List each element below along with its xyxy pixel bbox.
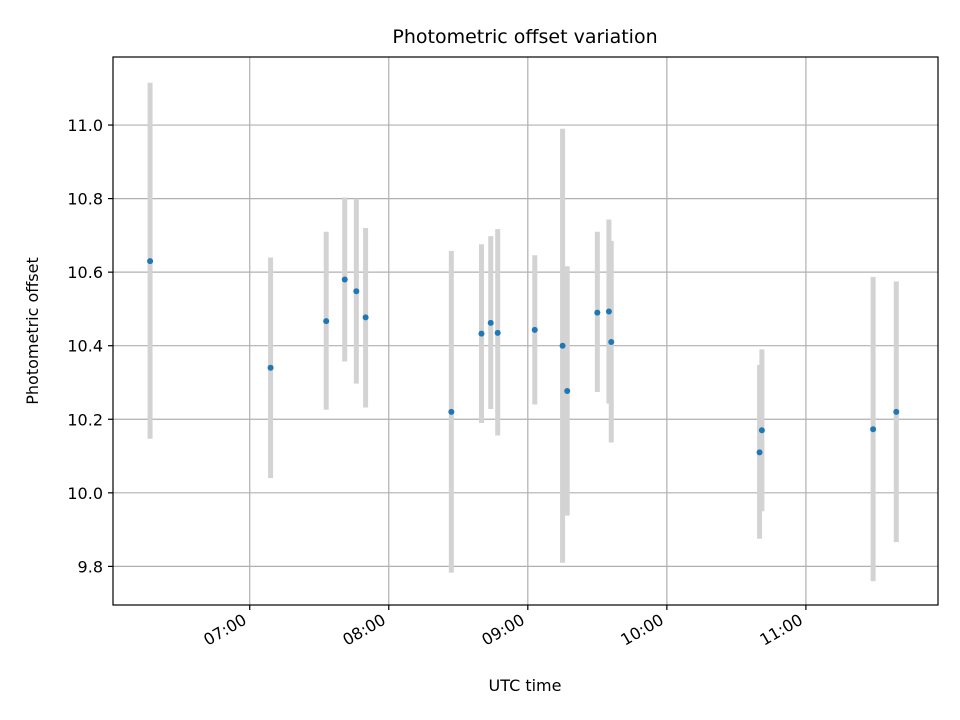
data-point	[267, 364, 274, 371]
y-tick-label: 10.2	[67, 410, 103, 429]
y-tick-label: 10.6	[67, 263, 103, 282]
x-tick-label: 08:00	[339, 610, 388, 650]
x-tick-label: 11:00	[756, 610, 805, 650]
x-axis: 07:00 08:00 09:00 10:00 11:00	[200, 605, 807, 650]
y-tick-label: 10.4	[67, 337, 103, 356]
chart-title: Photometric offset variation	[392, 26, 657, 48]
data-point	[448, 408, 455, 415]
data-point	[487, 319, 494, 326]
x-axis-label: UTC time	[489, 676, 562, 695]
y-tick-label: 10.0	[67, 484, 103, 503]
data-point	[494, 329, 501, 336]
data-point	[758, 427, 765, 434]
data-point	[478, 330, 485, 337]
x-tick-label: 10:00	[617, 610, 666, 650]
data-point	[531, 326, 538, 333]
y-tick-label: 11.0	[67, 116, 103, 135]
x-tick-label: 09:00	[478, 610, 527, 650]
data-point	[559, 342, 566, 349]
data-point	[147, 258, 154, 265]
data-point	[362, 314, 369, 321]
data-point	[608, 339, 615, 346]
data-points	[147, 258, 900, 456]
data-point	[594, 309, 601, 316]
data-point	[341, 276, 348, 283]
plot-area-frame	[112, 56, 939, 606]
data-point	[893, 408, 900, 415]
y-axis-label: Photometric offset	[23, 257, 42, 405]
data-point	[870, 426, 877, 433]
data-point	[564, 387, 571, 394]
data-point	[323, 318, 330, 325]
data-point	[353, 288, 360, 295]
y-axis: 9.8 10.0 10.2 10.4 10.6 10.8 11.0	[67, 116, 113, 576]
error-bars	[147, 82, 899, 582]
x-tick-label: 07:00	[200, 610, 249, 650]
y-tick-label: 10.8	[67, 190, 103, 209]
grid	[113, 57, 938, 605]
data-point	[605, 308, 612, 315]
data-point	[756, 449, 763, 456]
y-tick-label: 9.8	[78, 557, 103, 576]
